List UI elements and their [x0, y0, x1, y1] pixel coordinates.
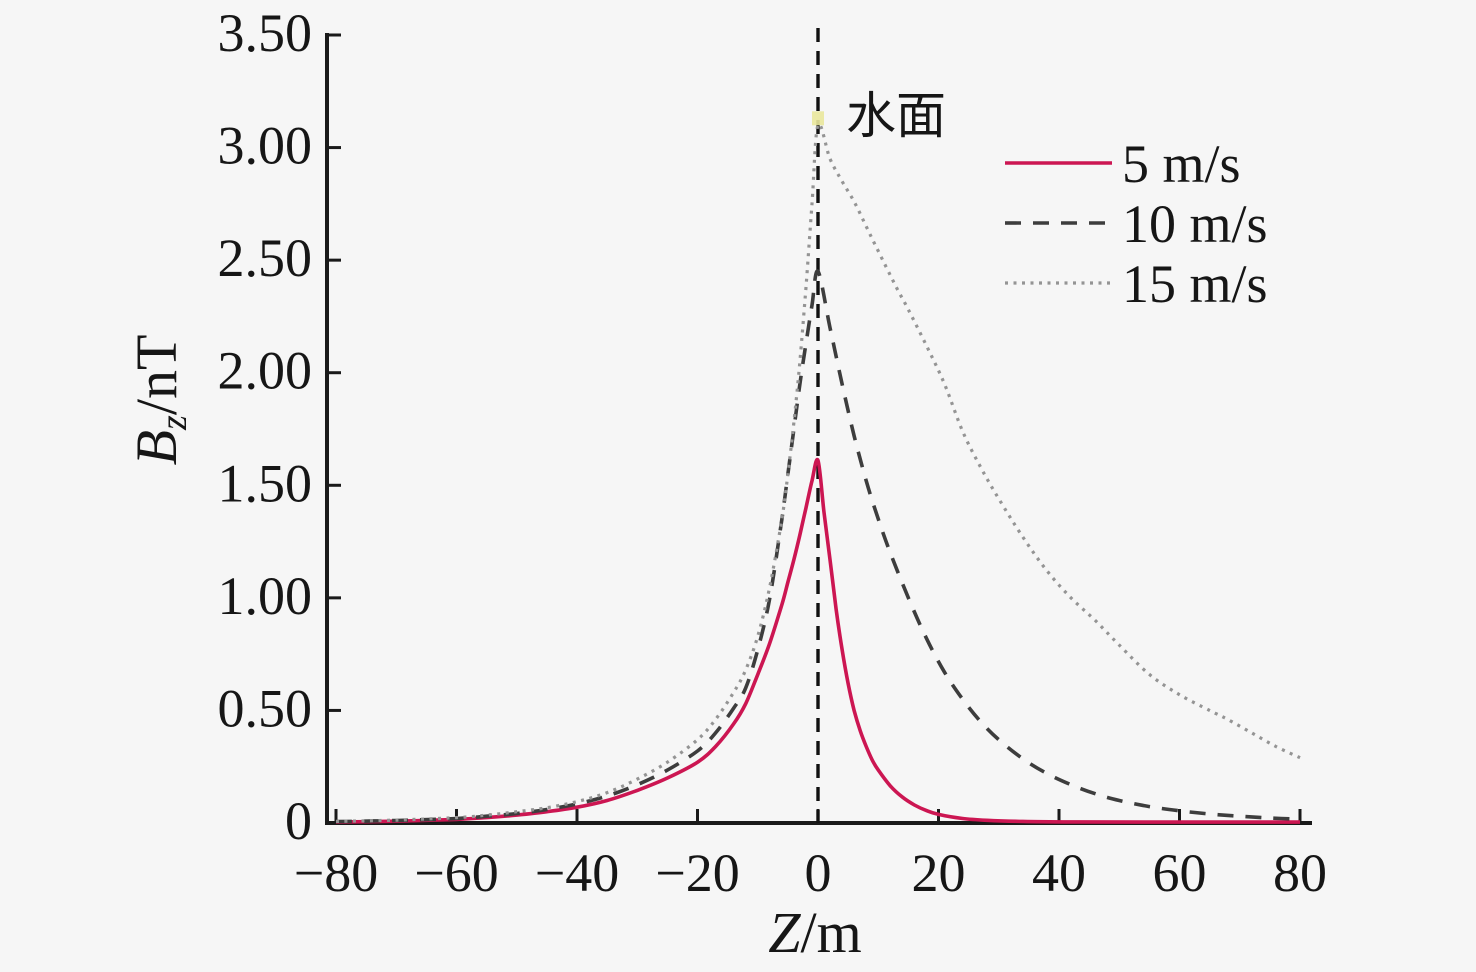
y-tick-label: 1.50 [218, 453, 313, 513]
water-surface-label: 水面 [846, 88, 946, 144]
curve-10-m-s [335, 269, 1301, 824]
legend-label: 15 m/s [1122, 254, 1268, 314]
y-tick-label: 2.50 [218, 228, 313, 288]
x-tick-label: −40 [535, 843, 619, 903]
y-tick-label: 2.00 [218, 341, 313, 401]
curve-5-m-s [335, 457, 1300, 824]
x-tick-label: 0 [805, 843, 832, 903]
y-tick-label: 1.00 [218, 566, 313, 626]
y-tick-label: 0.50 [218, 678, 313, 738]
y-tick-label: 3.50 [218, 3, 313, 63]
water-surface-reference-line [812, 28, 824, 823]
data-curves [335, 122, 1301, 824]
legend-item-5ms: 5 m/s [1005, 134, 1241, 194]
y-tick-label: 0 [285, 791, 312, 851]
x-axis-title: Z/m [768, 900, 862, 965]
x-tick-label: 20 [912, 843, 966, 903]
y-axis-title: Bz/nT [124, 335, 195, 466]
x-tick-label: 60 [1153, 843, 1207, 903]
legend-label: 5 m/s [1122, 134, 1241, 194]
legend-item-15ms: 15 m/s [1005, 254, 1268, 314]
legend-item-10ms: 10 m/s [1005, 194, 1268, 254]
curve-15-m-s [335, 122, 1301, 823]
peak-artifact-dot [812, 111, 824, 126]
x-tick-label: −80 [294, 843, 378, 903]
x-tick-label: −20 [655, 843, 739, 903]
legend-label: 10 m/s [1122, 194, 1268, 254]
x-tick-label: 40 [1032, 843, 1086, 903]
axis-ticks: 3.503.002.502.001.501.000.500−80 −60 −40 −2… [218, 3, 1328, 903]
legend: 5 m/s 10 m/s 15 m/s [1005, 134, 1268, 314]
x-tick-label: −60 [414, 843, 498, 903]
x-tick-label: 80 [1273, 843, 1327, 903]
y-tick-label: 3.00 [218, 116, 313, 176]
